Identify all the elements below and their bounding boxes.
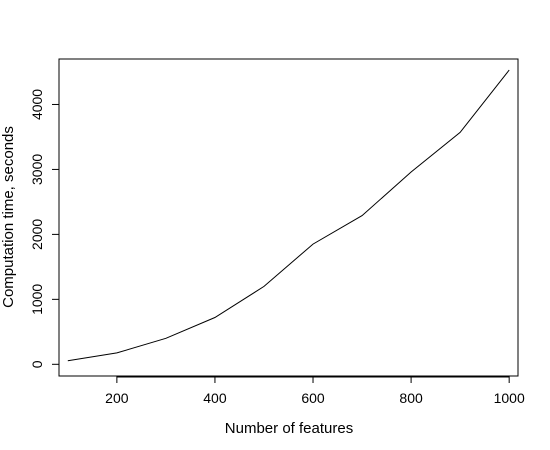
y-tick-label: 0 — [29, 360, 45, 368]
x-axis-label: Number of features — [225, 420, 353, 437]
plot-frame — [59, 59, 518, 376]
x-axis: 200 400 600 800 1000 — [105, 376, 525, 406]
y-tick-label: 1000 — [29, 284, 45, 315]
y-tick-label: 4000 — [29, 89, 45, 120]
y-axis-label: Computation time, seconds — [0, 126, 17, 308]
y-tick-label: 3000 — [29, 154, 45, 185]
x-tick-label: 1000 — [494, 390, 525, 406]
y-axis: 0 1000 2000 3000 4000 — [29, 89, 59, 369]
series-line — [68, 70, 509, 361]
x-tick-label: 200 — [105, 390, 129, 406]
y-tick-label: 2000 — [29, 219, 45, 250]
x-tick-label: 400 — [203, 390, 227, 406]
x-tick-label: 600 — [301, 390, 325, 406]
x-tick-label: 800 — [399, 390, 423, 406]
